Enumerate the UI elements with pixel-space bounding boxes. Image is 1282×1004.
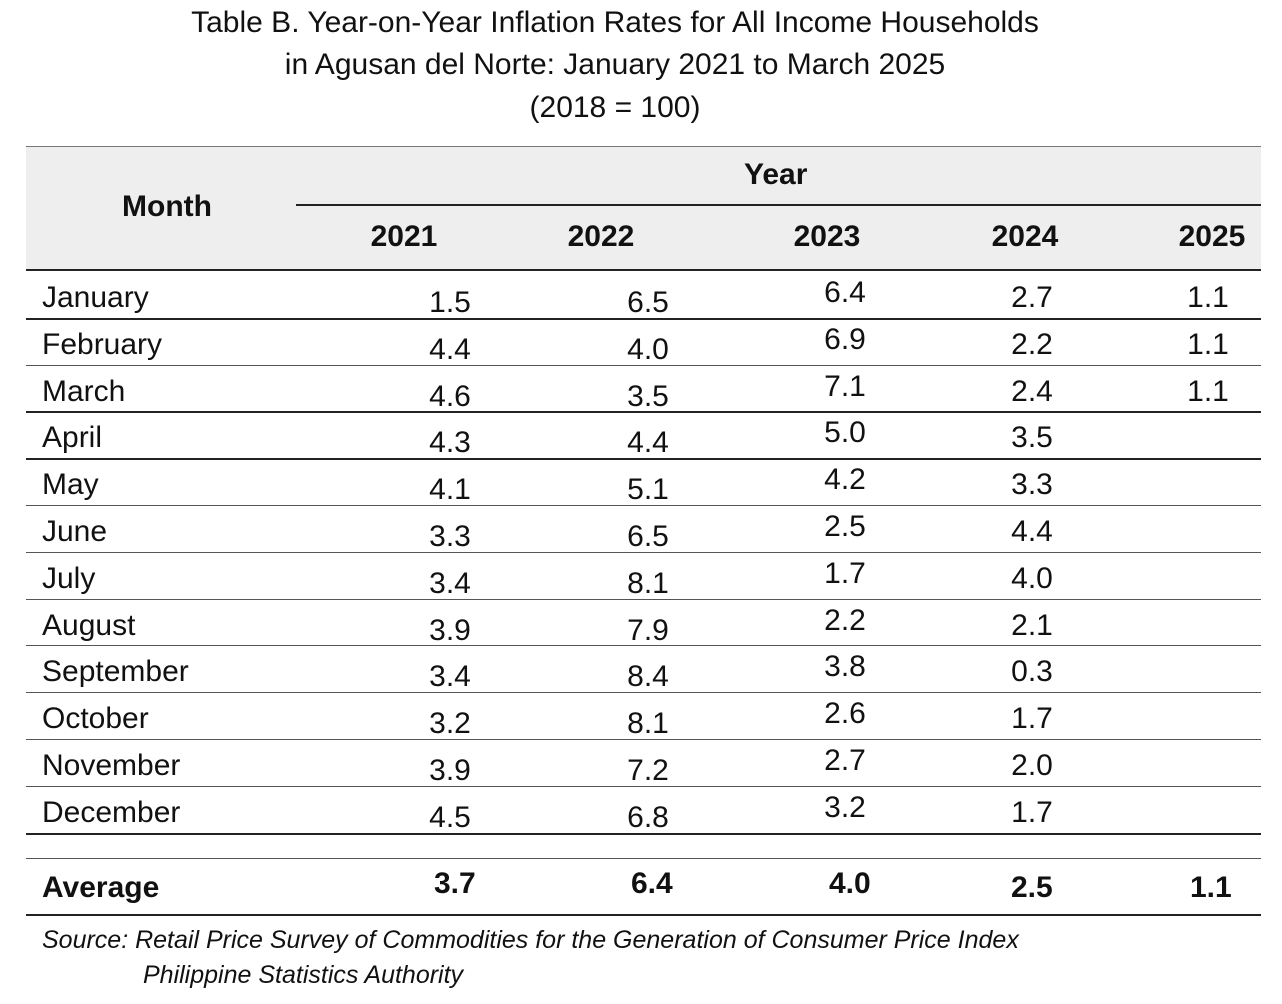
rate-cell-2024: 0.3 [1011, 655, 1053, 689]
month-label: June [42, 515, 108, 548]
month-label: September [42, 655, 189, 689]
year-header-2025: 2025 [1178, 220, 1246, 253]
month-label: April [42, 421, 103, 455]
year-header-2024: 2024 [991, 220, 1059, 253]
rate-cell-2021: 3.9 [429, 754, 471, 787]
source-line-1: Source: Retail Price Survey of Commoditi… [42, 926, 1019, 954]
rate-cell-2021: 3.2 [429, 707, 471, 741]
average-label: Average [42, 871, 160, 904]
rate-cell-2021: 4.1 [429, 473, 471, 507]
rate-cell-2023: 3.8 [824, 650, 866, 684]
rate-cell-2023: 7.1 [824, 369, 866, 403]
average-2023: 4.0 [829, 867, 871, 900]
row-divider [26, 832, 1261, 835]
rate-cell-2022: 8.1 [627, 566, 669, 600]
rate-cell-2023: 3.2 [824, 790, 866, 824]
rate-cell-2022: 8.1 [627, 707, 669, 741]
rate-cell-2021: 3.9 [429, 613, 471, 647]
rate-cell-2022: 7.2 [627, 754, 669, 787]
row-divider [26, 739, 1261, 740]
rate-cell-2024: 2.1 [1011, 608, 1053, 642]
rate-cell-2024: 3.5 [1011, 421, 1053, 455]
rate-cell-2021: 3.4 [429, 660, 471, 694]
title-line-2: in Agusan del Norte: January 2021 to Mar… [284, 48, 946, 81]
average-top-rule [26, 858, 1261, 859]
row-divider [26, 645, 1261, 647]
rate-cell-2024: 2.7 [1011, 281, 1053, 314]
year-header-2022: 2022 [567, 220, 635, 253]
table-header-band [26, 146, 1261, 271]
rate-cell-2021: 4.3 [429, 426, 471, 460]
year-header-2023: 2023 [793, 220, 861, 253]
title-line-3: (2018 = 100) [529, 91, 701, 124]
rate-cell-2024: 2.2 [1011, 327, 1053, 361]
average-2025: 1.1 [1190, 871, 1232, 904]
row-divider [26, 598, 1261, 600]
rate-cell-2021: 4.5 [429, 800, 471, 834]
rate-cell-2024: 1.7 [1011, 795, 1053, 829]
row-divider [26, 692, 1261, 694]
rate-cell-2025: 1.1 [1187, 374, 1229, 408]
rate-cell-2023: 1.7 [824, 556, 866, 590]
month-label: July [42, 561, 96, 595]
rate-cell-2024: 2.4 [1011, 374, 1053, 408]
rate-cell-2024: 3.3 [1011, 468, 1053, 502]
rate-cell-2021: 4.6 [429, 379, 471, 413]
row-divider [26, 505, 1261, 506]
rate-cell-2022: 5.1 [627, 473, 669, 507]
rate-cell-2023: 2.5 [824, 510, 866, 543]
month-label: January [42, 281, 149, 314]
rate-cell-2021: 4.4 [429, 332, 471, 366]
month-label: December [42, 795, 181, 829]
year-header-rule [296, 204, 1261, 206]
month-label: May [42, 468, 99, 502]
table-bottom-rule [26, 914, 1261, 916]
rate-cell-2022: 6.8 [627, 800, 669, 834]
month-label: October [42, 702, 149, 736]
rate-cell-2021: 3.4 [429, 566, 471, 600]
average-2024: 2.5 [1011, 871, 1053, 904]
row-divider [26, 551, 1261, 553]
year-group-header: Year [744, 158, 808, 191]
rate-cell-2023: 4.2 [824, 463, 866, 497]
rate-cell-2021: 3.3 [429, 520, 471, 553]
average-2022: 6.4 [631, 867, 673, 900]
rate-cell-2025: 1.1 [1187, 281, 1229, 314]
month-column-header: Month [122, 190, 212, 223]
rate-cell-2023: 5.0 [824, 416, 866, 450]
rate-cell-2023: 2.6 [824, 697, 866, 731]
rate-cell-2022: 6.5 [627, 520, 669, 553]
rate-cell-2024: 4.4 [1011, 515, 1053, 548]
source-line-2: Philippine Statistics Authority [143, 961, 464, 989]
month-label: February [42, 327, 163, 361]
rate-cell-2025: 1.1 [1187, 327, 1229, 361]
rate-cell-2022: 4.0 [627, 332, 669, 366]
rate-cell-2023: 6.4 [824, 276, 866, 309]
month-label: November [42, 749, 181, 782]
rate-cell-2024: 2.0 [1011, 749, 1053, 782]
rate-cell-2022: 4.4 [627, 426, 669, 460]
row-divider [26, 317, 1261, 320]
row-divider [26, 411, 1261, 414]
rate-cell-2022: 8.4 [627, 660, 669, 694]
row-divider [26, 364, 1261, 366]
rate-cell-2023: 6.9 [824, 322, 866, 356]
row-divider [26, 785, 1261, 787]
month-label: March [42, 374, 126, 408]
year-header-2021: 2021 [370, 220, 438, 253]
rate-cell-2022: 6.5 [627, 286, 669, 319]
month-label: August [42, 608, 136, 642]
title-line-1: Table B. Year-on-Year Inflation Rates fo… [191, 6, 1039, 39]
rate-cell-2022: 7.9 [627, 613, 669, 647]
rate-cell-2024: 4.0 [1011, 561, 1053, 595]
row-divider [26, 458, 1261, 461]
rate-cell-2022: 3.5 [627, 379, 669, 413]
rate-cell-2023: 2.7 [824, 744, 866, 777]
rate-cell-2023: 2.2 [824, 603, 866, 637]
rate-cell-2024: 1.7 [1011, 702, 1053, 736]
rate-cell-2021: 1.5 [429, 286, 471, 319]
average-2021: 3.7 [434, 867, 476, 900]
